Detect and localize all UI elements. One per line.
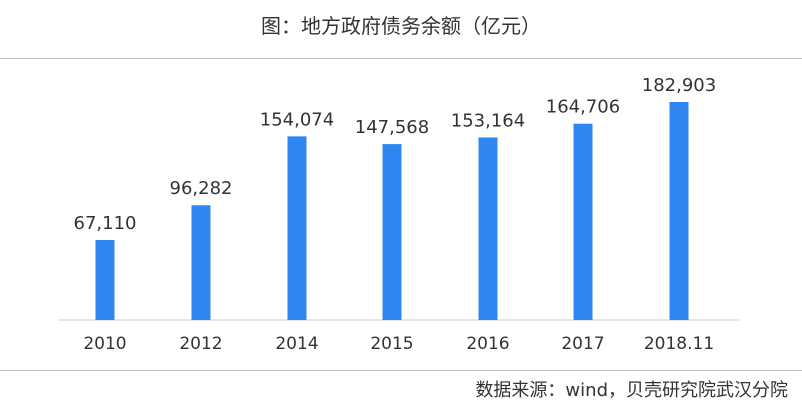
bar-value-label: 154,074 (260, 109, 334, 130)
bar-2018.11 (669, 102, 689, 320)
bar-2012 (191, 205, 211, 320)
bar-2010 (95, 240, 115, 320)
bar-2017 (573, 123, 593, 320)
bar-value-label: 182,903 (642, 75, 716, 96)
chart-title: 图：地方政府债务余额（亿元） (261, 14, 541, 38)
bar-value-label: 67,110 (74, 213, 137, 234)
x-tick-label: 2017 (561, 334, 604, 354)
x-tick-label: 2018.11 (644, 334, 714, 354)
bottom-divider (0, 370, 802, 371)
x-tick-labels-group: 2010 2012 2014 2015 2016 2017 2018.11 (83, 334, 714, 354)
top-divider (0, 58, 802, 59)
bar-value-label: 147,568 (355, 117, 429, 138)
x-tick-label: 2016 (466, 334, 509, 354)
source-note: 数据来源：wind，贝壳研究院武汉分院 (475, 380, 788, 401)
bar-2016 (478, 137, 498, 320)
x-tick-label: 2010 (83, 334, 126, 354)
bar-value-label: 164,706 (546, 97, 620, 118)
x-tick-label: 2012 (179, 334, 222, 354)
bar-2014 (287, 136, 307, 320)
x-tick-label: 2015 (370, 334, 413, 354)
bar-value-label: 153,164 (451, 110, 525, 131)
bars-group (95, 102, 689, 320)
x-tick-label: 2014 (275, 334, 318, 354)
bar-2015 (382, 144, 402, 320)
bar-value-label: 96,282 (170, 178, 233, 199)
value-labels-group: 67,110 96,282 154,074 147,568 153,164 164,706… (74, 75, 717, 234)
